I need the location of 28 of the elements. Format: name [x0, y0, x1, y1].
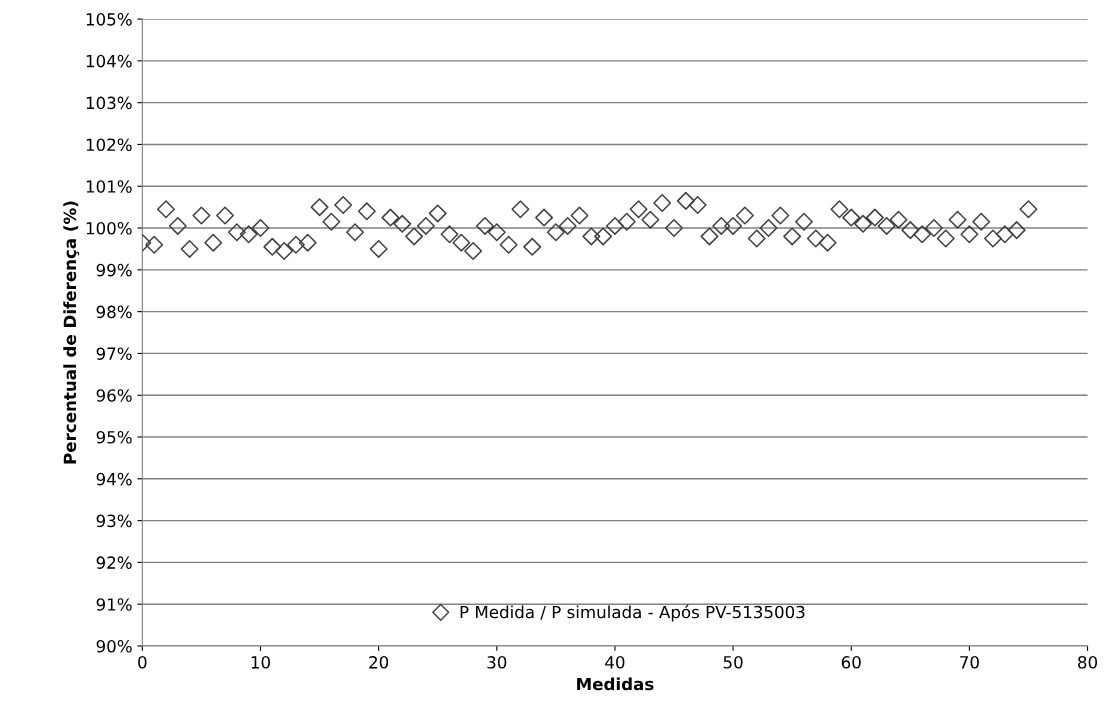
x-tick-label: 0: [138, 656, 147, 669]
y-tick-label: 94%: [96, 472, 132, 486]
x-tick-label: 50: [723, 656, 743, 669]
y-tick-label: 91%: [96, 598, 132, 611]
y-tick-label: 103%: [86, 96, 132, 110]
y-tick-label: 104%: [86, 54, 132, 68]
x-tick-label: 40: [605, 656, 625, 669]
x-tick-label: 10: [251, 656, 270, 669]
x-tick-label: 60: [841, 656, 861, 669]
y-tick-label: 105%: [86, 13, 132, 26]
y-tick-label: 92%: [96, 556, 132, 569]
y-tick-label: 101%: [86, 180, 132, 193]
x-tick-label: 30: [487, 656, 507, 669]
x-tick-label: 20: [369, 656, 389, 669]
y-tick-label: 90%: [96, 639, 132, 653]
y-tick-label: 100%: [86, 222, 132, 235]
y-tick-label: 99%: [96, 263, 132, 277]
y-tick-label: 93%: [96, 514, 132, 528]
legend-label: P Medida / P simulada - Após PV-5135003: [460, 604, 805, 622]
x-tick-label: 70: [960, 656, 979, 669]
y-tick-label: 96%: [96, 389, 132, 402]
x-tick-label: 80: [1078, 656, 1098, 669]
x-axis-title: Medidas: [577, 677, 654, 691]
y-tick-label: 98%: [96, 305, 132, 319]
y-tick-label: 97%: [96, 347, 132, 360]
y-axis-title: Percentual de Diferença (%): [63, 201, 80, 464]
y-tick-label: 102%: [86, 138, 132, 152]
y-tick-label: 95%: [96, 430, 132, 444]
